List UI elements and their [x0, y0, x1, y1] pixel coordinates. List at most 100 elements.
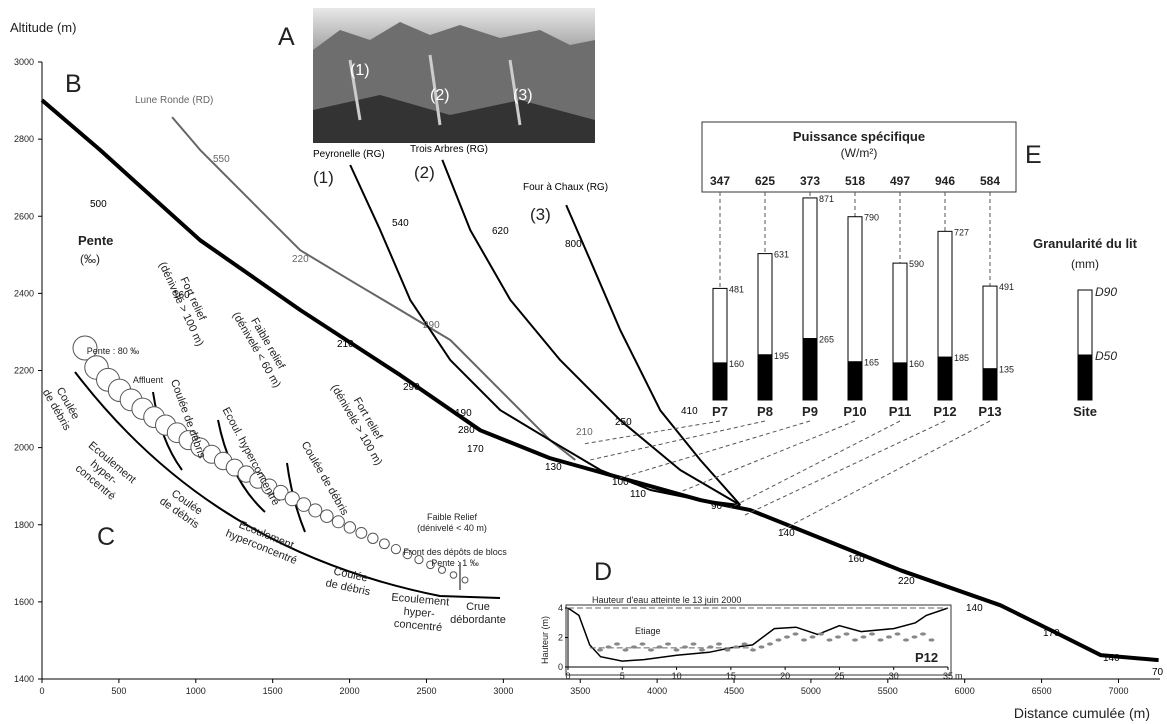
slope-unit: (‰) — [80, 252, 100, 266]
photo — [313, 8, 595, 143]
deposit — [843, 632, 850, 636]
boulder — [437, 565, 447, 574]
site-link — [582, 420, 721, 445]
deposit — [614, 642, 620, 646]
deposit — [724, 648, 731, 652]
x-tick-label: 7000 — [1108, 686, 1128, 696]
x-tick-label: 2000 — [340, 686, 360, 696]
slope-label: 550 — [213, 154, 230, 165]
deposit — [877, 638, 884, 642]
tributary-tag: (3) — [530, 205, 551, 224]
site-label: P11 — [889, 404, 911, 419]
x-tick-label: 6500 — [1032, 686, 1052, 696]
d50-bar — [757, 354, 773, 401]
deposit — [911, 635, 918, 639]
deposit — [741, 642, 748, 646]
photo-tag: (3) — [513, 87, 533, 104]
y-axis-title: Hauteur (m) — [540, 616, 550, 664]
x-tick-label: 20 — [780, 671, 790, 681]
boulder — [449, 571, 458, 579]
series-label: Lune Ronde (RD) — [135, 95, 213, 106]
photo-tag: (1) — [350, 62, 370, 79]
x-tick-label: 2500 — [416, 686, 436, 696]
power-value: 584 — [980, 174, 1000, 188]
boulder — [367, 532, 379, 545]
site-link — [729, 420, 901, 509]
value-label: 160 — [909, 359, 924, 369]
y-tick-label: 2200 — [14, 366, 34, 376]
x-tick-label: 4500 — [724, 686, 744, 696]
d50-bar — [892, 362, 908, 401]
x-tick-label: 10 — [672, 671, 682, 681]
boulder — [390, 543, 402, 555]
slope-label: 160 — [173, 290, 190, 301]
power-title: Puissance spécifique — [793, 129, 925, 144]
series-label: Four à Chaux (RG) — [523, 182, 608, 193]
slope-label: 100 — [612, 477, 629, 488]
deposit — [928, 638, 935, 642]
boulder — [343, 521, 357, 534]
schematic-label: Pente : 80 ‰ — [87, 346, 140, 356]
value-label: 727 — [954, 227, 969, 237]
site-label: P10 — [843, 404, 866, 419]
schematic-label: hyper- — [403, 606, 435, 621]
value-label: 165 — [864, 358, 879, 368]
low-water-label: Etiage — [635, 626, 661, 636]
tributary-tag: (2) — [414, 163, 435, 182]
annotation: Hauteur d'eau atteinte le 13 juin 2000 — [592, 595, 741, 605]
site-label: P8 — [757, 404, 773, 419]
deposit — [631, 645, 637, 649]
y-tick-label: 1400 — [14, 674, 34, 684]
site-label: Site — [1073, 404, 1097, 419]
deposit — [656, 645, 663, 649]
bed-profile — [567, 607, 949, 662]
schematic-label: Affluent — [133, 375, 164, 385]
boulder — [426, 560, 435, 570]
power-value: 497 — [890, 174, 910, 188]
schematic-label: Pente : 1 ‰ — [431, 558, 479, 568]
schematic-label: concentré — [393, 618, 442, 634]
slope-label: 540 — [392, 218, 409, 229]
x-tick-label: 500 — [111, 686, 126, 696]
legend-title: Granularité du lit — [1033, 236, 1138, 251]
x-tick-label: 0 — [565, 671, 570, 681]
deposit — [716, 642, 722, 646]
panel-letter: D — [594, 558, 612, 586]
value-label: 491 — [999, 282, 1014, 292]
site-link — [619, 420, 811, 479]
x-tick-label: 6000 — [955, 686, 975, 696]
section-title: P12 — [915, 650, 938, 665]
panel-letter: B — [65, 70, 82, 98]
value-label: 265 — [819, 335, 834, 345]
site-label: P7 — [712, 404, 728, 419]
deposit — [605, 645, 612, 649]
deposit — [835, 635, 841, 639]
schematic-label: Front des dépôts de blocs — [403, 547, 507, 557]
profile-line — [349, 164, 741, 507]
y-axis-title: Altitude (m) — [10, 20, 76, 35]
power-value: 347 — [710, 174, 730, 188]
panel-letter: A — [278, 23, 295, 51]
y-tick-label: 2600 — [14, 211, 34, 221]
slope-label: 280 — [458, 425, 475, 436]
slope-label: 170 — [1043, 628, 1060, 639]
value-label: 185 — [954, 353, 969, 363]
site-label: P9 — [802, 404, 818, 419]
boulder — [355, 526, 368, 539]
deposit — [699, 648, 705, 652]
site-link — [781, 420, 991, 531]
slope-label: 190 — [455, 408, 472, 419]
slope-label: 220 — [292, 254, 309, 265]
slope-label: 70 — [1152, 667, 1164, 678]
deposit — [597, 648, 603, 652]
profile-line — [565, 204, 742, 506]
deposit — [869, 632, 875, 636]
deposit — [809, 635, 816, 639]
deposit — [707, 645, 714, 649]
x-tick-label: 30 — [889, 671, 899, 681]
slope-title: Pente — [78, 233, 113, 248]
slope-label: 140 — [966, 603, 983, 614]
deposit — [648, 648, 654, 652]
legend-d90: D90 — [1095, 285, 1117, 299]
slope-label: 160 — [848, 554, 865, 565]
